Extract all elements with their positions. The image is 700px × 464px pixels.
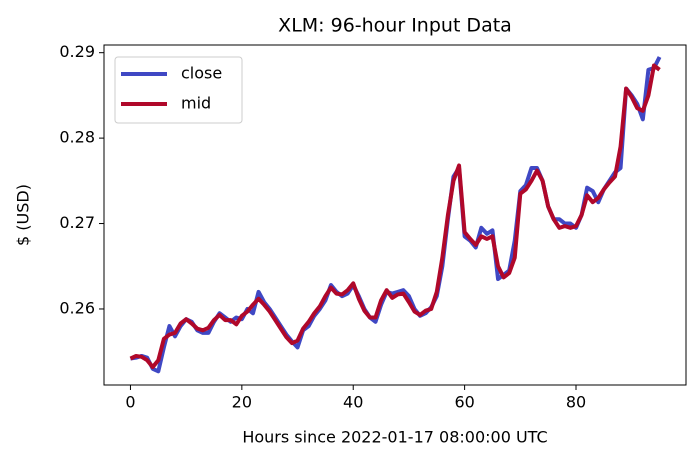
x-tick-label: 0 xyxy=(125,393,135,412)
x-tick-label: 60 xyxy=(454,393,474,412)
x-tick-label: 80 xyxy=(566,393,586,412)
legend-box xyxy=(114,56,243,124)
y-tick-label: 0.26 xyxy=(59,298,95,317)
x-tick-label: 40 xyxy=(343,393,363,412)
y-tick-label: 0.28 xyxy=(59,128,95,147)
x-tick-label: 20 xyxy=(232,393,252,412)
legend: close mid xyxy=(114,56,243,124)
y-tick-label: 0.29 xyxy=(59,42,95,61)
legend-label: close xyxy=(181,64,222,83)
chart-title: XLM: 96-hour Input Data xyxy=(278,15,512,37)
x-axis-label: Hours since 2022-01-17 08:00:00 UTC xyxy=(242,428,547,447)
line-series xyxy=(129,63,661,370)
y-axis-label: $ (USD) xyxy=(14,184,33,246)
legend-label: mid xyxy=(181,94,211,113)
plot-area xyxy=(129,56,662,374)
y-tick-label: 0.27 xyxy=(59,213,95,232)
axes-frame xyxy=(103,44,687,386)
